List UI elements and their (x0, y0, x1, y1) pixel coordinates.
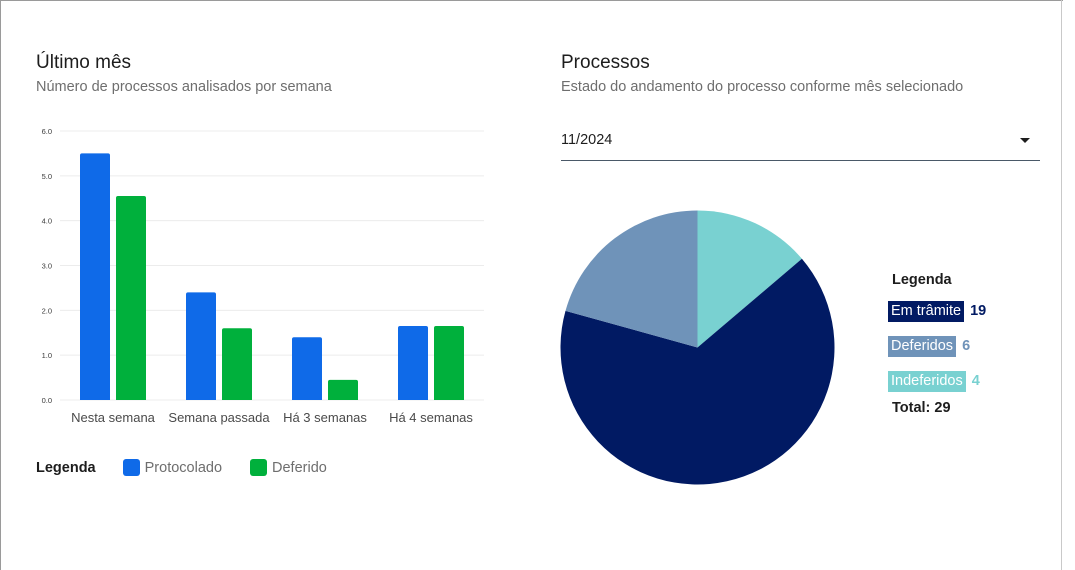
x-tick-label: Há 4 semanas (389, 410, 473, 425)
x-tick-label: Semana passada (168, 410, 270, 425)
legend-swatch-deferido (250, 459, 268, 476)
y-tick-label: 6.0 (42, 127, 52, 136)
y-tick-label: 0.0 (42, 396, 52, 405)
pie-chart-legend: Legenda Em trâmite 19 Deferidos 6 Indeferido… (888, 272, 986, 416)
pie-legend-count: 4 (971, 373, 980, 389)
pie-legend-label: Deferidos (888, 335, 957, 357)
bar-card-subtitle: Número de processos analisados por seman… (36, 79, 332, 95)
pie-slice-indeferidos[interactable] (697, 210, 802, 348)
pie-legend-item[interactable]: Deferidos 6 (888, 335, 986, 357)
pie-legend-title: Legenda (892, 272, 952, 288)
bar-deferido[interactable] (116, 196, 146, 400)
bar-deferido[interactable] (328, 379, 358, 400)
y-tick-label: 3.0 (42, 262, 52, 271)
bar-card-title: Último mês (36, 52, 132, 73)
month-select[interactable]: 11/2024 (561, 128, 1040, 161)
x-tick-label: Há 3 semanas (283, 410, 367, 425)
pie-slice-deferidos[interactable] (565, 210, 698, 348)
month-select-value: 11/2024 (561, 132, 613, 148)
pie-card-subtitle: Estado do andamento do processo conforme… (561, 79, 964, 95)
pie-chart (560, 210, 835, 485)
x-tick-label: Nesta semana (71, 410, 156, 425)
bar-deferido[interactable] (222, 328, 252, 400)
pie-legend-item[interactable]: Em trâmite 19 (888, 300, 986, 322)
legend-swatch-protocolado (122, 459, 140, 476)
legend-item-deferido[interactable]: Deferido (250, 459, 327, 476)
bar-protocolado[interactable] (292, 337, 322, 400)
pie-legend-count: 19 (970, 303, 987, 319)
pie-legend-label: Em trâmite (888, 300, 965, 322)
legend-label-deferido: Deferido (272, 459, 327, 476)
pie-slice-em-tr-mite[interactable] (560, 258, 835, 485)
bar-deferido[interactable] (434, 326, 464, 400)
pie-legend-item[interactable]: Indeferidos 4 (888, 370, 986, 392)
bar-chart-legend: Legenda Protocolado Deferido (36, 459, 355, 476)
y-tick-label: 1.0 (42, 351, 52, 360)
y-tick-label: 5.0 (42, 172, 52, 181)
y-tick-label: 4.0 (42, 217, 52, 226)
bar-protocolado[interactable] (186, 292, 216, 400)
bar-chart: 0.0 1.0 2.0 3.0 4.0 5.0 6.0 Nesta semana Semana … (42, 127, 484, 425)
pie-legend-count: 6 (962, 338, 971, 354)
pie-total: Total: 29 (892, 400, 951, 416)
y-tick-label: 2.0 (42, 306, 52, 315)
frame-gutter (1063, 0, 1075, 570)
bar-protocolado[interactable] (80, 153, 110, 400)
frame-right-border (1061, 0, 1062, 570)
pie-legend-label: Indeferidos (888, 370, 966, 392)
caret-down-icon[interactable] (1020, 138, 1030, 143)
legend-item-protocolado[interactable]: Protocolado (122, 459, 223, 476)
bar-legend-title: Legenda (36, 459, 96, 476)
legend-label-protocolado: Protocolado (144, 459, 223, 476)
bar-protocolado[interactable] (398, 326, 428, 400)
pie-card-title: Processos (561, 52, 650, 73)
